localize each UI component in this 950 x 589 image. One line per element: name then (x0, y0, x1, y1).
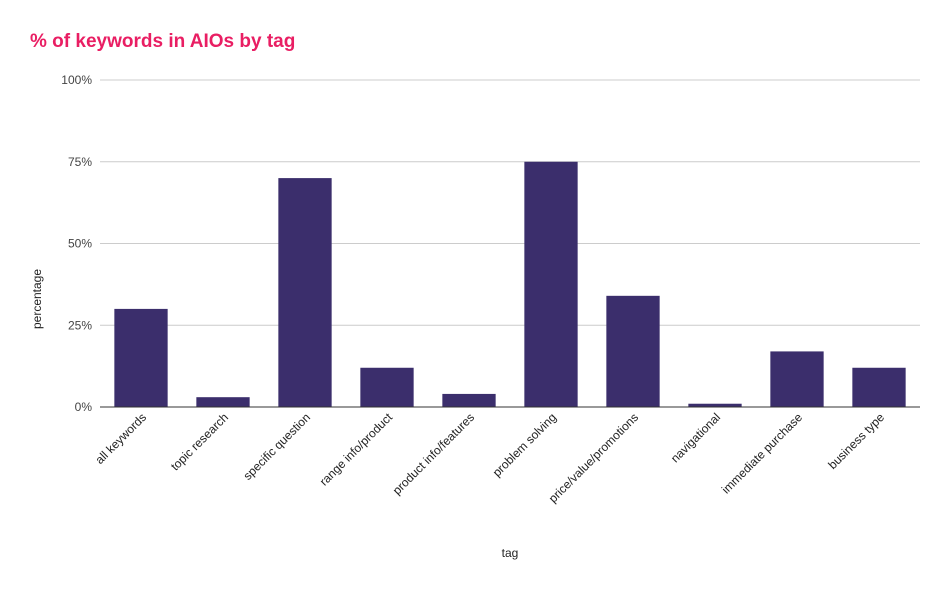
x-tick-label: price/value/promotions (546, 410, 641, 505)
x-tick-label: topic research (168, 410, 231, 473)
bar (360, 367, 414, 407)
bar (278, 178, 332, 407)
x-axis-labels: all keywords topic research specific quest… (93, 410, 888, 506)
bar (852, 367, 906, 407)
x-axis-title: tag (502, 546, 519, 560)
bar (442, 393, 496, 407)
y-tick-label: 75% (68, 155, 92, 169)
bars (114, 161, 906, 407)
x-tick-label: immediate purchase (719, 410, 806, 497)
x-tick-label: range info/product (317, 410, 396, 489)
gridlines (100, 79, 920, 326)
chart-title: % of keywords in AIOs by tag (30, 31, 296, 52)
y-axis-ticks: 0% 25% 50% 75% 100% (61, 73, 92, 414)
bar (524, 161, 578, 407)
x-tick-label: product info/features (390, 410, 477, 497)
bar (688, 403, 742, 407)
y-tick-label: 0% (75, 400, 93, 414)
x-tick-label: navigational (668, 410, 723, 465)
x-tick-label: problem solving (490, 410, 559, 479)
y-axis-title: percentage (30, 269, 44, 329)
y-tick-label: 100% (61, 73, 92, 87)
x-tick-label: specific question (240, 410, 313, 483)
bar (196, 397, 250, 407)
x-tick-label: all keywords (93, 410, 150, 467)
bar (114, 308, 168, 407)
y-tick-label: 25% (68, 318, 92, 332)
bar (606, 295, 660, 407)
y-tick-label: 50% (68, 237, 92, 251)
bar (770, 351, 824, 407)
x-tick-label: business type (825, 410, 887, 472)
